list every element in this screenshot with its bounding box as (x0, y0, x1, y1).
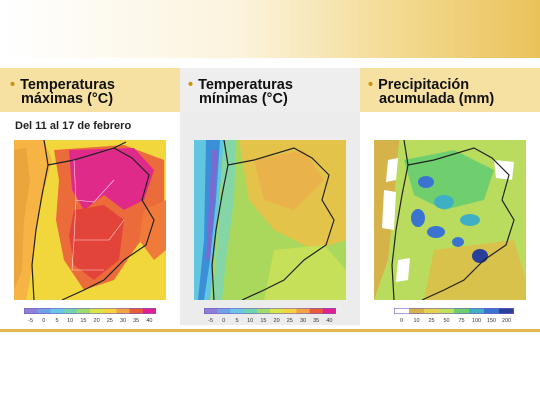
scale-swatch (63, 308, 78, 314)
scale-swatch (409, 308, 425, 314)
header-band (0, 0, 540, 58)
panel-3-title: • Precipitación acumulada (mm) (368, 77, 495, 107)
scale-label: 50 (443, 318, 449, 324)
scale-label: 10 (247, 318, 253, 324)
scale-label: 25 (107, 318, 113, 324)
scale-label: -5 (28, 318, 33, 324)
scale-swatch (90, 308, 104, 314)
scale-swatch (309, 308, 324, 314)
scale-swatch (204, 308, 218, 314)
scale-label: 200 (502, 318, 511, 324)
scale-swatch (116, 308, 130, 314)
scale-label: 30 (300, 318, 306, 324)
precipitation-map (374, 140, 526, 300)
min-temperature-scale: -5 0 5 10 15 20 25 30 35 40 (204, 308, 336, 324)
scale-label: 25 (428, 318, 434, 324)
scale-label: 25 (287, 318, 293, 324)
scale-label: 0 (42, 318, 45, 324)
scale-swatch (103, 308, 117, 314)
scale-frame (24, 308, 156, 315)
panel-3-header (360, 68, 540, 112)
max-temperature-scale: -5 0 5 10 15 20 25 30 35 40 (24, 308, 156, 324)
scale-label: 0 (400, 318, 403, 324)
scale-label: 15 (260, 318, 266, 324)
panel-2-title: • Temperaturas mínimas (°C) (188, 77, 293, 107)
min-temperature-map (194, 140, 346, 300)
scale-swatch (394, 308, 410, 314)
panel-2-header (180, 68, 360, 112)
scale-swatch (424, 308, 440, 314)
scale-swatch (296, 308, 310, 314)
scale-label: 5 (55, 318, 58, 324)
max-temperature-map (14, 140, 166, 300)
scale-label: -5 (208, 318, 213, 324)
scale-swatch (454, 308, 470, 314)
scale-label: 20 (274, 318, 280, 324)
scale-label: 20 (94, 318, 100, 324)
scale-label: 15 (80, 318, 86, 324)
scale-frame (204, 308, 336, 315)
scale-label: 35 (133, 318, 139, 324)
scale-label: 10 (67, 318, 73, 324)
scale-label: 10 (413, 318, 419, 324)
date-range: Del 11 al 17 de febrero (15, 120, 132, 132)
scale-swatch (37, 308, 51, 314)
scale-swatch (50, 308, 64, 314)
scale-swatch (129, 308, 144, 314)
scale-swatch (230, 308, 244, 314)
scale-swatch (217, 308, 231, 314)
panel-1-title: • Temperaturas máximas (°C) (10, 77, 115, 107)
scale-label: 40 (326, 318, 332, 324)
scale-label: 5 (235, 318, 238, 324)
panel-1-header (0, 68, 180, 112)
scale-swatch (270, 308, 284, 314)
scale-label: 100 (472, 318, 481, 324)
bullet-icon: • (368, 77, 374, 93)
bullet-icon: • (10, 77, 16, 93)
scale-swatch (76, 308, 91, 314)
scale-frame (394, 308, 514, 315)
scale-swatch (439, 308, 455, 314)
scale-swatch (142, 308, 156, 314)
scale-swatch (283, 308, 297, 314)
scale-swatch (243, 308, 258, 314)
scale-swatch (256, 308, 271, 314)
scale-swatch (322, 308, 336, 314)
scale-swatch (499, 308, 514, 314)
scale-label: 30 (120, 318, 126, 324)
scale-label: 40 (146, 318, 152, 324)
precipitation-scale: 0 10 25 50 75 100 150 200 (394, 308, 514, 324)
scale-label: 35 (313, 318, 319, 324)
scale-label: 150 (487, 318, 496, 324)
scale-label: 75 (458, 318, 464, 324)
scale-swatch (24, 308, 38, 314)
bullet-icon: • (188, 77, 194, 93)
bottom-rule (0, 329, 540, 332)
scale-swatch (469, 308, 485, 314)
scale-label: 0 (222, 318, 225, 324)
scale-swatch (484, 308, 500, 314)
